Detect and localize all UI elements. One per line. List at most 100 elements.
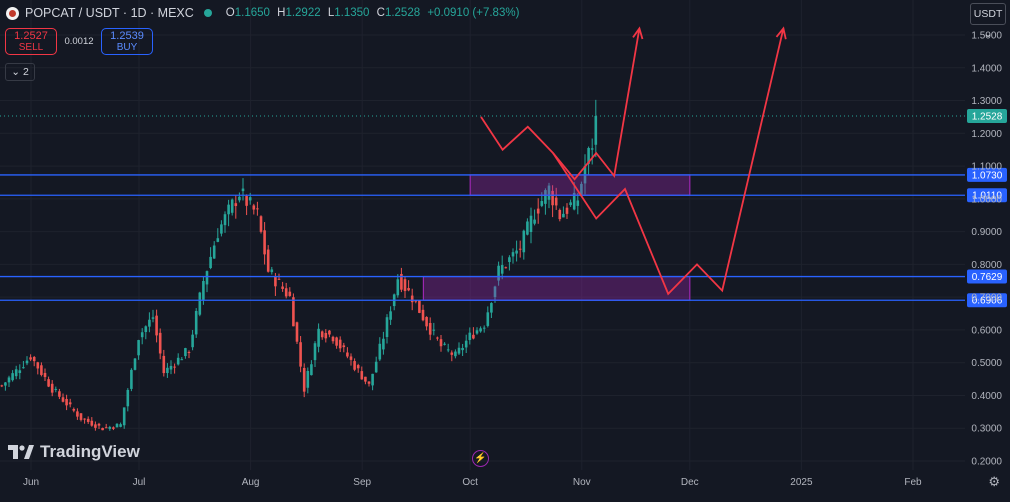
candle-body [266, 249, 270, 272]
candle-body [216, 238, 220, 242]
projection-line [480, 28, 641, 181]
price-tick-label: 0.6000 [971, 325, 1002, 336]
candle-body [144, 326, 148, 333]
candle-body [112, 427, 115, 429]
candle-body [558, 210, 562, 220]
candle-body [29, 357, 32, 360]
candle-body [227, 204, 230, 215]
indicators-toggle-button[interactable]: ⌄ 2 [5, 63, 35, 81]
candle-body [180, 359, 184, 361]
candle-body [562, 213, 565, 218]
candle-body [508, 257, 511, 263]
candle-body [176, 357, 180, 365]
settings-icon[interactable]: ⚙ [988, 474, 1000, 489]
symbol-title[interactable]: POPCAT / USDT · 1D · MEXC [25, 6, 194, 20]
price-tick-label: 0.9000 [971, 227, 1002, 238]
lightning-icon[interactable]: ⚡ [472, 450, 489, 467]
high-label: H [277, 7, 286, 19]
candle-body [166, 367, 169, 374]
projection-arrowhead [632, 26, 644, 40]
candle-body [25, 360, 29, 364]
candle-body [529, 215, 533, 232]
candle-body [277, 278, 281, 280]
candle-body [202, 280, 205, 300]
price-tick-label: 1.1000 [971, 162, 1002, 173]
candle-body [554, 197, 558, 206]
candle-body [162, 355, 166, 374]
candle-body [349, 356, 353, 360]
candle-body [472, 334, 475, 339]
candle-body [43, 372, 47, 378]
candle-body [288, 291, 292, 296]
candle-body [22, 367, 25, 369]
brand-name: TradingView [40, 442, 140, 461]
candle-body [36, 362, 40, 369]
level-price-badge [967, 167, 1007, 182]
time-axis[interactable]: Jun Jul Aug Sep Oct Nov Dec 2025 Feb [23, 477, 922, 488]
candle-body [590, 148, 594, 150]
price-tick-label: 0.3000 [971, 424, 1002, 435]
candle-body [101, 427, 104, 431]
candle-body [72, 408, 76, 411]
change-value: +0.0910 (+7.83%) [427, 7, 520, 19]
candle-body [256, 208, 259, 210]
candle-body [493, 286, 497, 298]
time-tick-label: Nov [573, 477, 591, 488]
price-tick-label: 0.4000 [971, 391, 1002, 402]
candle-body [212, 245, 216, 259]
low-value: 1.1350 [334, 7, 370, 19]
candle-body [191, 334, 194, 348]
candle-body [94, 424, 97, 428]
candle-body [382, 338, 385, 350]
candle-body [198, 292, 202, 315]
candle-body [234, 203, 238, 207]
candle-body [220, 224, 223, 234]
price-axis[interactable]: 0.2000 0.3000 0.4000 0.5000 0.6000 0.7000 0.80… [971, 30, 1002, 467]
candle-body [389, 311, 392, 320]
buy-label: BUY [116, 42, 138, 53]
candle-body [400, 273, 403, 290]
level-price-badge [967, 269, 1007, 284]
candle-body [299, 342, 302, 367]
open-value: 1.1650 [234, 7, 270, 19]
candle-body [169, 365, 173, 370]
candle-body [367, 381, 371, 384]
candle-body [50, 383, 54, 393]
candle-body [486, 312, 490, 326]
candle-body [511, 252, 515, 257]
currency-label: USDT [973, 8, 1003, 20]
projection-path [480, 26, 787, 296]
candle-body [18, 370, 22, 374]
candle-body [40, 365, 43, 375]
level-price-label: 1.0730 [972, 170, 1003, 181]
candle-body [432, 329, 436, 331]
candle-body [425, 316, 428, 327]
open-label: O [225, 7, 235, 19]
candle-body [475, 330, 479, 334]
candle-body [580, 183, 583, 195]
spread-value: 0.0012 [64, 36, 94, 47]
price-tick-label: 0.7000 [971, 293, 1002, 304]
candle-body [324, 332, 328, 339]
ohlc-values: O1.1650 H1.2922 L1.1350 C1.2528 +0.0910 … [226, 7, 524, 19]
candle-body [137, 340, 140, 356]
candle-body [536, 208, 540, 214]
candle-body [313, 343, 317, 361]
candle-body [518, 248, 522, 250]
candle-body [522, 230, 526, 253]
currency-select[interactable]: USDT ⌄ [970, 3, 1006, 40]
tradingview-logo[interactable]: TradingView [8, 442, 140, 462]
candle-body [47, 379, 50, 387]
candle-body [418, 300, 421, 313]
buy-button[interactable]: 1.2539 BUY [101, 28, 153, 55]
candle-body [83, 418, 86, 420]
candle-body [68, 402, 72, 405]
candle-body [270, 269, 274, 273]
candle-body [403, 279, 407, 292]
candle-body [533, 219, 536, 224]
sell-button[interactable]: 1.2527 SELL [5, 28, 57, 55]
level-price-badge [967, 188, 1007, 203]
candle-body [338, 339, 342, 349]
candle-body [86, 418, 90, 422]
